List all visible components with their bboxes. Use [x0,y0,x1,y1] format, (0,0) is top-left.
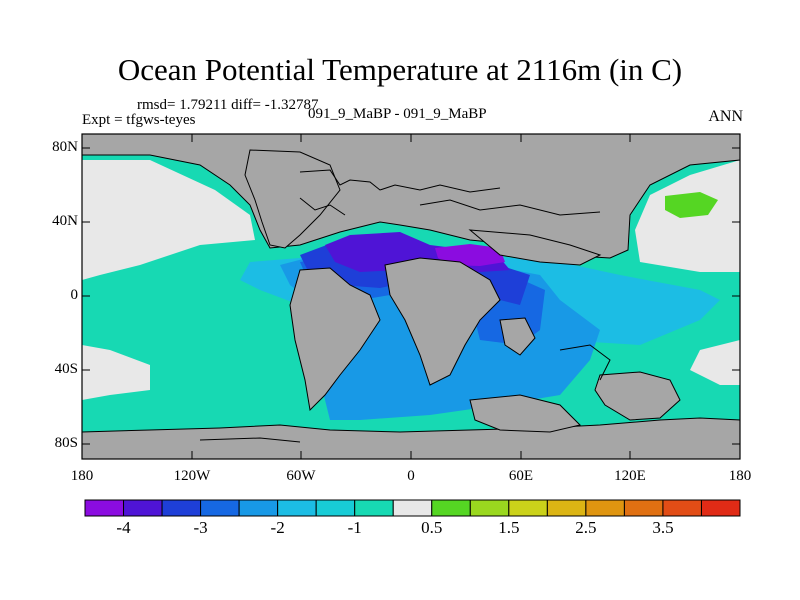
colorbar-label: 2.5 [575,518,597,537]
lon-label-0: 0 [407,468,415,484]
land-africa [384,257,501,386]
lat-label-80s: 80S [54,435,78,451]
coast-detail-1 [299,169,501,193]
nodata-southwest [82,345,150,400]
lon-label-180e: 180 [728,468,752,484]
lon-label-180w: 180 [70,468,94,484]
coast-detail-4 [559,344,611,381]
nodata-west [82,160,255,280]
lon-label-120w: 120W [173,468,211,484]
case-comparison-label: 091_9_MaBP - 091_9_MaBP [308,106,487,122]
plot-title: Ocean Potential Temperature at 2116m (in… [117,52,683,87]
coastlines [199,169,611,443]
land-masses [81,133,741,460]
stats-text: rmsd= 1.79211 diff= -1.32787 [137,97,319,113]
colorbar-label: 0.5 [421,518,443,537]
coast-detail-2 [419,199,601,216]
axis-ticks [82,134,740,459]
colorbar-label: -4 [116,518,131,537]
colorbar-label: 3.5 [652,518,674,537]
colorbar-label: 1.5 [498,518,520,537]
colorbar-label: -2 [270,518,285,537]
land-eurasia-south [468,229,602,266]
lon-label-120e: 120E [614,468,646,484]
coast-detail-5 [199,437,301,443]
colorbar-label: -1 [347,518,362,537]
land-australia [594,371,681,421]
coast-detail-3 [299,197,346,216]
experiment-label: Expt = tfgws-teyes [82,112,196,128]
lon-label-60e: 60E [508,468,534,484]
map-frame [81,133,741,460]
arctic-green-patch [665,192,718,218]
lon-label-60w: 60W [286,468,316,484]
lat-label-0: 0 [70,287,79,303]
land-south-america [289,267,381,412]
land-india [499,317,536,356]
season-label: ANN [708,108,743,125]
lat-label-40n: 40N [52,213,78,229]
lat-label-40s: 40S [54,361,78,377]
lat-label-80n: 80N [52,139,78,155]
land-south-strip [469,394,581,433]
land-north-america [244,149,341,249]
ocean-purple-zone [435,244,505,266]
nodata-southeast [690,340,740,385]
colorbar-label: -3 [193,518,208,537]
